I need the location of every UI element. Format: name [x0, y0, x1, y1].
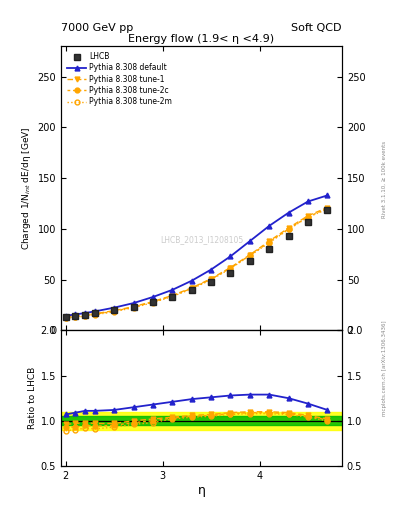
LHCB	[170, 294, 175, 300]
Line: Pythia 8.308 tune-2c: Pythia 8.308 tune-2c	[63, 206, 330, 320]
LHCB	[267, 246, 272, 252]
Pythia 8.308 tune-2c	[131, 304, 136, 310]
Text: Soft QCD: Soft QCD	[292, 23, 342, 33]
Pythia 8.308 tune-1	[112, 308, 117, 314]
Pythia 8.308 tune-2c	[151, 299, 155, 305]
LHCB	[151, 299, 155, 305]
LHCB	[92, 310, 97, 316]
Pythia 8.308 tune-2c	[325, 205, 330, 211]
LHCB	[73, 313, 78, 319]
Pythia 8.308 tune-1	[83, 312, 88, 318]
Bar	[61, 412, 342, 430]
Pythia 8.308 tune-2m	[286, 226, 291, 232]
LHCB	[228, 269, 233, 275]
Text: Rivet 3.1.10, ≥ 100k events: Rivet 3.1.10, ≥ 100k events	[382, 141, 387, 218]
Pythia 8.308 tune-1	[170, 292, 175, 298]
Pythia 8.308 tune-2c	[248, 252, 252, 259]
Y-axis label: Ratio to LHCB: Ratio to LHCB	[28, 367, 37, 430]
Pythia 8.308 tune-2m	[228, 265, 233, 271]
Pythia 8.308 tune-2c	[63, 315, 68, 321]
LHCB	[83, 312, 88, 318]
Pythia 8.308 tune-2c	[170, 293, 175, 299]
Pythia 8.308 tune-2m	[209, 276, 213, 283]
Pythia 8.308 tune-2m	[63, 315, 68, 322]
Pythia 8.308 default	[267, 223, 272, 229]
LHCB	[325, 206, 330, 212]
Pythia 8.308 default	[73, 311, 78, 317]
LHCB	[306, 219, 310, 225]
Pythia 8.308 tune-2c	[112, 308, 117, 314]
Line: Pythia 8.308 default: Pythia 8.308 default	[63, 193, 330, 318]
Pythia 8.308 default	[170, 287, 175, 293]
Pythia 8.308 tune-2c	[306, 214, 310, 220]
Pythia 8.308 tune-2c	[209, 276, 213, 282]
LHCB	[112, 307, 117, 313]
Pythia 8.308 default	[306, 199, 310, 205]
Text: LHCB_2013_I1208105: LHCB_2013_I1208105	[160, 235, 243, 244]
Pythia 8.308 default	[228, 253, 233, 260]
Pythia 8.308 default	[112, 305, 117, 311]
Pythia 8.308 tune-1	[73, 313, 78, 319]
Legend: LHCB, Pythia 8.308 default, Pythia 8.308 tune-1, Pythia 8.308 tune-2c, Pythia 8.: LHCB, Pythia 8.308 default, Pythia 8.308…	[65, 50, 174, 109]
Pythia 8.308 tune-1	[325, 204, 330, 210]
Pythia 8.308 default	[131, 300, 136, 306]
Pythia 8.308 tune-2c	[267, 239, 272, 245]
LHCB	[63, 314, 68, 320]
LHCB	[209, 279, 213, 285]
Pythia 8.308 default	[286, 209, 291, 216]
Bar	[61, 416, 342, 425]
Pythia 8.308 tune-2m	[151, 300, 155, 306]
Pythia 8.308 tune-1	[286, 225, 291, 231]
Pythia 8.308 tune-2m	[248, 253, 252, 259]
Pythia 8.308 default	[151, 294, 155, 300]
Pythia 8.308 tune-2m	[92, 312, 97, 318]
Pythia 8.308 default	[209, 266, 213, 272]
Pythia 8.308 tune-2m	[267, 240, 272, 246]
Pythia 8.308 tune-2m	[83, 313, 88, 319]
Pythia 8.308 tune-2c	[73, 314, 78, 320]
Pythia 8.308 tune-2c	[83, 312, 88, 318]
LHCB	[286, 233, 291, 239]
Line: LHCB: LHCB	[62, 206, 331, 320]
Line: Pythia 8.308 tune-1: Pythia 8.308 tune-1	[63, 205, 330, 319]
Pythia 8.308 tune-2m	[170, 293, 175, 300]
Pythia 8.308 tune-1	[248, 252, 252, 258]
Pythia 8.308 tune-1	[131, 304, 136, 310]
Text: 7000 GeV pp: 7000 GeV pp	[61, 23, 133, 33]
LHCB	[248, 259, 252, 265]
Line: Pythia 8.308 tune-2m: Pythia 8.308 tune-2m	[63, 207, 330, 321]
Pythia 8.308 tune-1	[151, 298, 155, 305]
Pythia 8.308 tune-2m	[306, 214, 310, 220]
Pythia 8.308 default	[92, 308, 97, 314]
Pythia 8.308 tune-2c	[189, 285, 194, 291]
Pythia 8.308 tune-2m	[73, 314, 78, 321]
Pythia 8.308 tune-1	[228, 264, 233, 270]
Pythia 8.308 tune-2c	[228, 265, 233, 271]
Text: mcplots.cern.ch [arXiv:1306.3436]: mcplots.cern.ch [arXiv:1306.3436]	[382, 321, 387, 416]
Pythia 8.308 tune-2m	[189, 286, 194, 292]
Pythia 8.308 default	[83, 310, 88, 316]
Pythia 8.308 tune-2c	[286, 226, 291, 232]
Pythia 8.308 tune-1	[189, 285, 194, 291]
Pythia 8.308 tune-2m	[131, 305, 136, 311]
Pythia 8.308 default	[248, 238, 252, 244]
Pythia 8.308 tune-1	[63, 314, 68, 321]
X-axis label: η: η	[197, 483, 206, 497]
Pythia 8.308 tune-2m	[325, 206, 330, 212]
Y-axis label: Charged 1/N$_{int}$ dE/dη [GeV]: Charged 1/N$_{int}$ dE/dη [GeV]	[20, 126, 33, 250]
Pythia 8.308 tune-1	[209, 275, 213, 282]
Pythia 8.308 tune-2c	[92, 311, 97, 317]
LHCB	[189, 287, 194, 293]
Pythia 8.308 tune-1	[267, 238, 272, 244]
Pythia 8.308 tune-1	[92, 311, 97, 317]
Pythia 8.308 default	[189, 278, 194, 284]
Pythia 8.308 tune-1	[306, 212, 310, 219]
Pythia 8.308 default	[325, 193, 330, 199]
Title: Energy flow (1.9< η <4.9): Energy flow (1.9< η <4.9)	[129, 34, 274, 44]
LHCB	[131, 304, 136, 310]
Pythia 8.308 default	[63, 313, 68, 319]
Pythia 8.308 tune-2m	[112, 309, 117, 315]
